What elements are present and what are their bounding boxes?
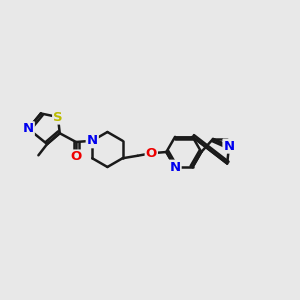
Text: N: N [169,161,181,174]
Text: N: N [87,134,98,147]
Text: O: O [146,147,157,160]
Text: N: N [224,140,235,153]
Text: N: N [23,122,34,135]
Text: O: O [70,151,82,164]
Text: S: S [53,111,63,124]
